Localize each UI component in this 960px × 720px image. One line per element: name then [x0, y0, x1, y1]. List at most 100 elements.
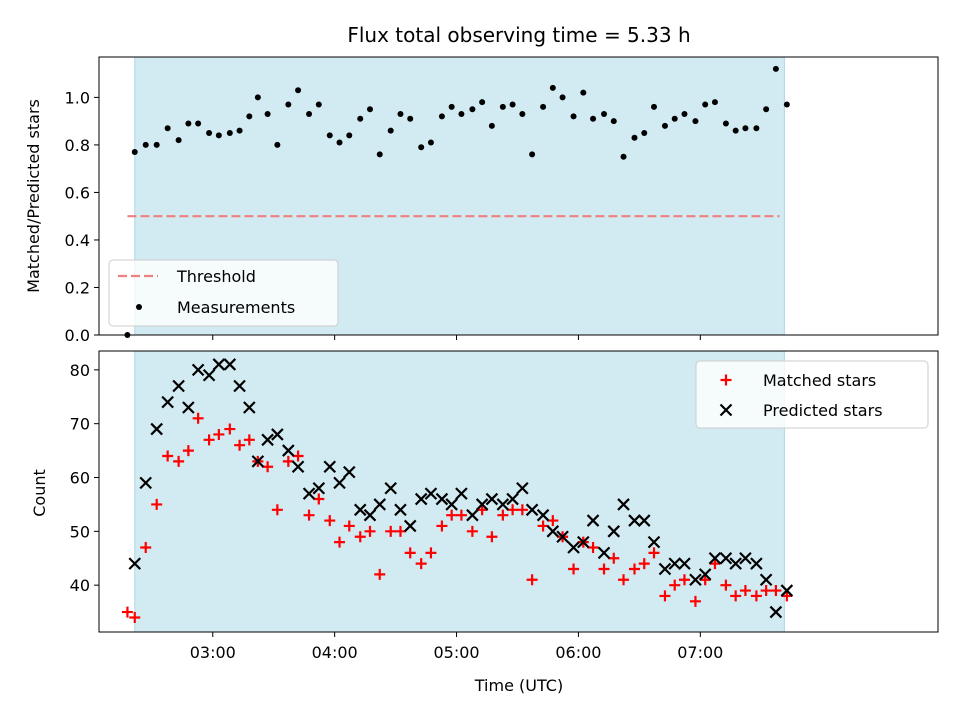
predicted-stars-point — [191, 363, 205, 377]
measurement-point — [397, 111, 404, 118]
predicted-stars-point — [708, 551, 722, 565]
measurement-point — [519, 111, 526, 118]
matched-stars-point — [618, 574, 630, 586]
measurement-point — [783, 101, 790, 108]
matched-stars-point — [243, 434, 255, 446]
predicted-stars-point — [424, 487, 438, 500]
top-y-tick-label: 0.2 — [65, 278, 90, 297]
measurement-point — [671, 115, 678, 122]
matched-stars-point — [486, 531, 498, 543]
predicted-stars-point — [271, 428, 284, 441]
measurement-point — [753, 125, 760, 132]
measurement-point — [641, 130, 648, 137]
matched-stars-point — [770, 585, 782, 597]
predicted-stars-point — [780, 584, 794, 597]
predicted-stars-point — [496, 498, 510, 511]
predicted-stars-point — [647, 535, 661, 549]
matched-stars-point — [292, 450, 304, 462]
predicted-stars-point — [302, 487, 316, 500]
measurement-point — [549, 84, 556, 91]
matched-stars-point — [709, 558, 721, 570]
top-legend-box — [108, 259, 339, 327]
bottom-axes-frame — [98, 350, 939, 633]
x-tick-label: 05:00 — [433, 643, 479, 662]
top-legend: Threshold Measurements — [108, 259, 339, 327]
matched-stars-point — [750, 590, 762, 602]
top-y-tick-label: 0.6 — [65, 183, 90, 202]
predicted-stars-point — [150, 422, 163, 436]
matched-stars-point — [234, 439, 246, 451]
predicted-stars-point — [202, 368, 216, 382]
measurement-point — [711, 99, 718, 106]
measurement-point — [681, 111, 688, 118]
measurement-point — [650, 103, 657, 110]
measurement-point — [195, 120, 202, 127]
measurement-point — [529, 151, 536, 158]
measurement-point — [590, 115, 597, 122]
measurement-point — [499, 103, 506, 110]
predicted-stars-point — [373, 498, 387, 511]
measurement-point — [509, 101, 516, 108]
matched-stars-point — [162, 450, 174, 462]
measurement-point — [336, 139, 343, 146]
measurement-point — [376, 151, 383, 158]
predicted-stars-point — [384, 481, 397, 495]
measurement-point — [702, 101, 709, 108]
bottom-legend: Matched stars Predicted stars — [695, 360, 929, 429]
predicted-stars-point — [233, 379, 246, 393]
bottom-y-tick-label: 60 — [70, 469, 90, 488]
matched-stars-point — [476, 504, 488, 516]
matched-stars-point — [394, 525, 406, 537]
measurement-point — [366, 106, 373, 113]
predicted-stars-point — [759, 573, 773, 587]
predicted-stars-point — [282, 444, 295, 457]
measurement-point — [763, 106, 770, 113]
matched-stars-point — [446, 509, 458, 521]
measurement-point — [274, 141, 281, 148]
measurement-point — [601, 111, 608, 118]
matched-stars-point — [587, 541, 599, 553]
predicted-stars-point — [323, 460, 337, 474]
matched-stars-point — [385, 525, 397, 537]
predicted-stars-point — [243, 401, 256, 414]
predicted-stars-point — [617, 498, 630, 511]
predicted-stars-point — [435, 492, 449, 506]
predicted-stars-point — [128, 557, 142, 570]
predicted-stars-point — [506, 492, 519, 506]
bottom-y-axis-label: Count — [30, 469, 49, 517]
measurement-point — [732, 127, 739, 134]
measurement-point — [254, 94, 261, 101]
legend-measurements-label: Measurements — [177, 298, 295, 317]
predicted-stars-point — [466, 508, 479, 522]
predicted-stars-point — [291, 460, 305, 474]
measurement-point — [226, 130, 233, 137]
top-y-tick-label: 0.4 — [65, 231, 90, 250]
predicted-stars-point — [333, 476, 346, 490]
predicted-stars-point — [668, 557, 681, 570]
measurement-point — [692, 118, 699, 125]
measurement-point — [215, 132, 222, 139]
matched-stars-point — [608, 552, 620, 564]
ratio-panel: 0.0 0.2 0.4 0.6 0.8 1.0 Threshold Measurements — [65, 56, 939, 345]
predicted-stars-point — [445, 498, 458, 511]
matched-stars-point — [313, 493, 325, 505]
chart-title: Flux total observing time = 5.33 h — [347, 23, 690, 47]
matched-stars-point — [466, 525, 478, 537]
matched-stars-point — [404, 547, 416, 559]
matched-stars-point — [497, 509, 509, 521]
matched-stars-point — [192, 412, 204, 424]
predicted-stars-point — [637, 514, 651, 527]
predicted-stars-point — [212, 358, 226, 371]
legend-predicted-label: Predicted stars — [763, 401, 883, 420]
predicted-stars-point — [312, 481, 326, 495]
measurement-point — [407, 115, 414, 122]
measurement-point — [540, 103, 547, 110]
predicted-stars-point — [536, 508, 550, 522]
matched-stars-point — [425, 547, 437, 559]
predicted-stars-point — [698, 568, 712, 581]
x-tick-label: 03:00 — [190, 643, 236, 662]
measurement-point — [142, 141, 149, 148]
bottom-legend-box — [695, 360, 929, 429]
matched-stars-point — [334, 536, 346, 548]
matched-stars-point — [364, 525, 376, 537]
